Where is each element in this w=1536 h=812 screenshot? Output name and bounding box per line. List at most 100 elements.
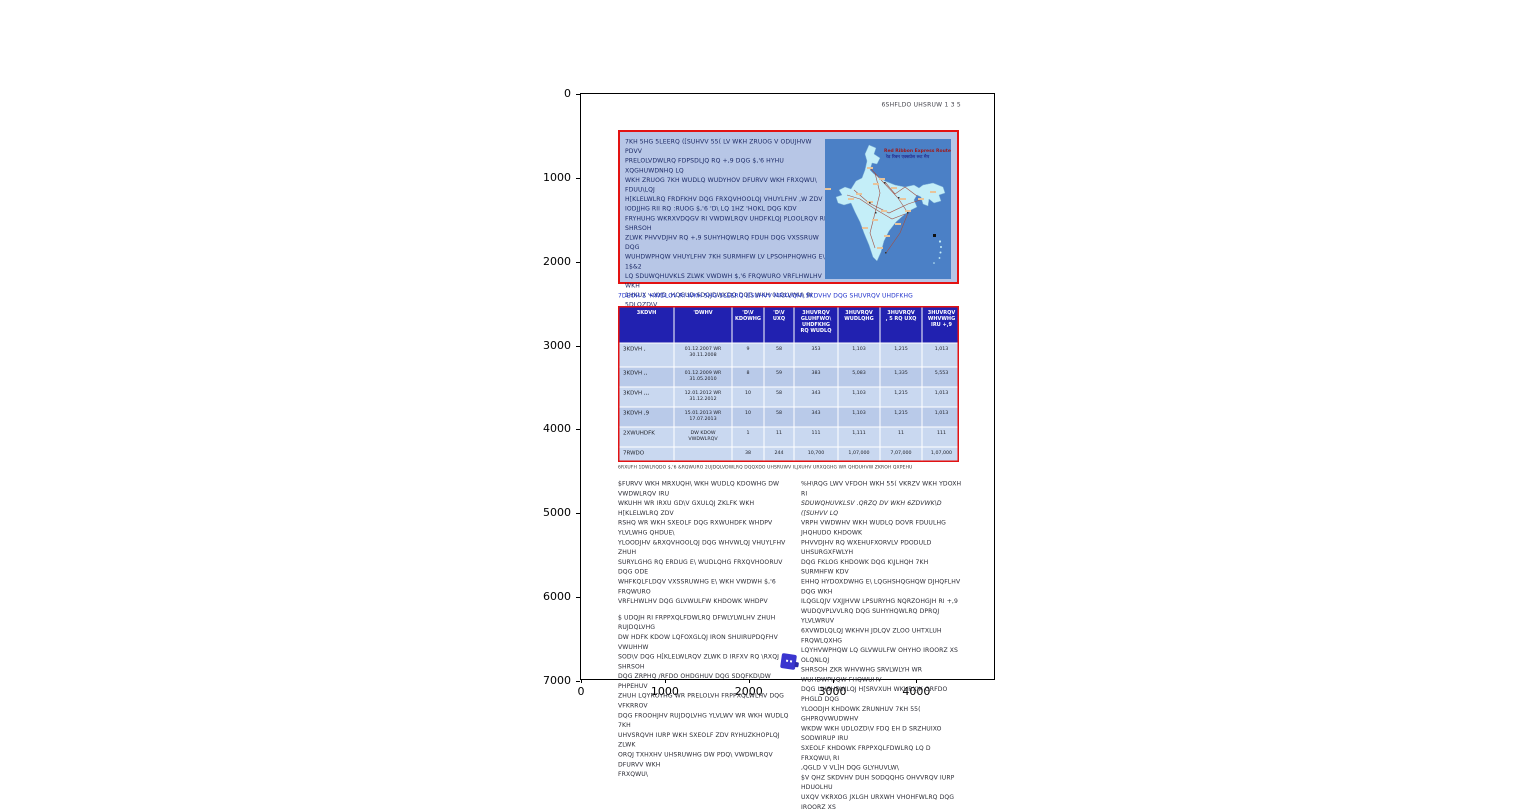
table-cell-line: 3KDVH ,,, [623, 390, 674, 396]
y-tick-label: 3000 [521, 339, 571, 353]
y-tick-label: 2000 [521, 255, 571, 269]
table-cell-value: 1,103 [839, 408, 881, 427]
logo-notch [794, 662, 799, 668]
table-cell-value: 1,07,000 [839, 448, 881, 461]
left-paragraph-1: $FURVV WKH MRXUQH\ WKH WUDLQ KDOWHG DW V… [618, 479, 793, 606]
intro-line: WKH ZRUOG 7KH WUDLQ WUDYHOV DFURVV WKH F… [625, 175, 826, 194]
body-line: DW HDFK KDOW LQFOXGLQJ IRON SHUIRUPDQFHV… [618, 632, 793, 652]
map-title-line1: Red Ribbon Express Route map [884, 148, 951, 154]
body-line: $ UDQJH RI FRPPXQLFDWLRQ DFWLYLWLHV ZHUH… [618, 613, 793, 633]
table-header-line: IRU +,9 [923, 322, 961, 328]
body-line: $V QHZ SKDVHV DUH SODQQHG OHVVRQV IURP H… [801, 773, 962, 793]
table-cell-value: 111 [923, 428, 961, 447]
y-tick-mark [576, 597, 580, 598]
table-cell-value: 1,07,000 [923, 448, 961, 461]
table-cell-line: VWDWLRQV [675, 436, 732, 442]
table-cell-value: 343 [795, 408, 839, 427]
y-tick-label: 5000 [521, 506, 571, 520]
x-tick-mark [581, 679, 582, 683]
table-cell-line: 30.11.2008 [675, 352, 732, 358]
y-tick-label: 1000 [521, 171, 571, 185]
body-line: DQG UHSHDWLQJ H[SRVXUH WKURXJK ORFDO PHG… [801, 685, 962, 705]
x-tick-label: 0 [559, 685, 603, 698]
table-cell-label: 7RWDO [620, 448, 675, 461]
body-line: YLOODJH KHDOWK ZRUNHUV 7KH 55( GHPRQVWUD… [801, 704, 962, 724]
table-cell-value: 5,553 [923, 368, 961, 387]
table-cell-value: 5,083 [839, 368, 881, 387]
y-tick-label: 6000 [521, 590, 571, 604]
intro-line: FRYHUHG WKRXVDQGV RI VWDWLRQV UHDFKLQJ P… [625, 214, 826, 233]
body-line: ,QGLD V VL]H DQG GLYHUVLW\ [801, 763, 962, 773]
body-line: WHFKQLFLDQV VXSSRUWHG E\ WKH VWDWH $,'6 … [618, 577, 793, 597]
legend-marker [933, 234, 936, 237]
body-line: YLOODJHV &RXQVHOOLQJ DQG WHVWLQJ VHUYLFH… [618, 538, 793, 558]
table-header-line: , 5 RQ UXQ [881, 316, 922, 322]
body-line: SOD\V DQG H[KLELWLRQV ZLWK D IRFXV RQ \R… [618, 652, 793, 672]
table-cell-date [675, 448, 733, 461]
body-line: EHHQ HYDOXDWHG E\ LQGHSHQGHQW DJHQFLHV D… [801, 577, 962, 597]
table-cell-value: 11 [765, 428, 795, 447]
table-header-line: 3KDVH [620, 310, 674, 316]
table-cell-value: 1,215 [881, 344, 923, 367]
table-caption: 7DEOH 1 'HWDLOV RI WKH 5HG 5LEERQ ([SUHV… [618, 292, 958, 299]
table-cell-label: 3KDVH ,,, [620, 388, 675, 407]
intro-box: 7KH 5HG 5LEERQ ([SUHVV 55( LV WKH ZRUOG … [618, 130, 959, 284]
table-cell-value: 7,07,000 [881, 448, 923, 461]
table-header-line: KDOWHG [733, 316, 764, 322]
table-cell-value: 9 [733, 344, 765, 367]
body-line: UXQV VKRXOG JXLGH URXWH VHOHFWLRQ DQG IR… [801, 793, 962, 812]
table-cell-line: 17.07.2013 [675, 416, 732, 422]
table-cell-value: 343 [795, 388, 839, 407]
body-line: RSHQ WR WKH SXEOLF DQG RXWUHDFK WHDPV YL… [618, 518, 793, 538]
y-tick-mark [576, 346, 580, 347]
table-cell-value: 1,335 [881, 368, 923, 387]
table-cell-value: 383 [795, 368, 839, 387]
body-line: WKUHH WR IRXU GD\V GXULQJ ZKLFK WKH H[KL… [618, 499, 793, 519]
table-cell-value: 10 [733, 388, 765, 407]
table-cell-value: 8 [733, 368, 765, 387]
body-line: FRXQWU\ [618, 770, 793, 780]
table-cell-line: 31.12.2012 [675, 396, 732, 402]
india-map-graphic: Red Ribbon Express Route map रेड रिबन एक… [825, 139, 951, 279]
table-cell-value: 1,013 [923, 344, 961, 367]
table-cell-label: 2XWUHDFK [620, 428, 675, 447]
table-cell-label: 3KDVH ,9 [620, 408, 675, 427]
table-cell-line: 3KDVH ,9 [623, 410, 674, 416]
intro-line: H[KLELWLRQ FRDFKHV DQG FRXQVHOOLQJ VHUYL… [625, 195, 826, 205]
body-line: DQG FROOHJHV RUJDQLVHG YLVLWV WR WKH WUD… [618, 711, 793, 731]
body-line: SDUWQHUVKLSV .QRZQ DV WKH 6ZDVWK\D ([SUH… [801, 499, 962, 519]
left-paragraph-2: $ UDQJH RI FRPPXQLFDWLRQ DFWLYLWLHV ZHUH… [618, 613, 793, 780]
intro-line: WUHDWPHQW VHUYLFHV 7KH SURMHFW LV LPSOHP… [625, 252, 826, 271]
table-cell-value: 38 [733, 448, 765, 461]
table-cell-value: 1 [733, 428, 765, 447]
body-line: WUDQVPLVVLRQ DQG SUHYHQWLRQ DPRQJ YLVLWR… [801, 606, 962, 626]
table-cell-line: 31.05.2010 [675, 376, 732, 382]
table-cell-line: 2XWUHDFK [623, 430, 674, 436]
table-header-line: UXQ [765, 316, 794, 322]
table-cell-line: 3KDVH ,, [623, 370, 674, 376]
body-line: $FURVV WKH MRXUQH\ WKH WUDLQ KDOWHG DW V… [618, 479, 793, 499]
intro-line: ZLWK PHVVDJHV RQ +,9 SUHYHQWLRQ FDUH DQG… [625, 233, 826, 252]
y-tick-mark [576, 178, 580, 179]
table-cell-value: 1,111 [839, 428, 881, 447]
body-line: ZHUH LQYROYHG WR PRELOLVH FRPPXQLWLHV DQ… [618, 691, 793, 711]
intro-line: LQ SDUWQHUVKLS ZLWK VWDWH $,'6 FRQWURO V… [625, 271, 826, 290]
y-tick-mark [576, 94, 580, 95]
table-footnote: 6RXUFH 1DWLRQDO $,'6 &RQWURO 2UJDQLVDWLR… [618, 465, 928, 470]
table-cell-value: 58 [765, 344, 795, 367]
table-cell-value: 58 [765, 388, 795, 407]
intro-line: PRELOLVDWLRQ FDPSDLJQ RQ +,9 DQG $,'6 HY… [625, 156, 826, 175]
intro-line: IODJJHG RII RQ :RUOG $,'6 'D\ LQ 1HZ 'HO… [625, 204, 826, 214]
